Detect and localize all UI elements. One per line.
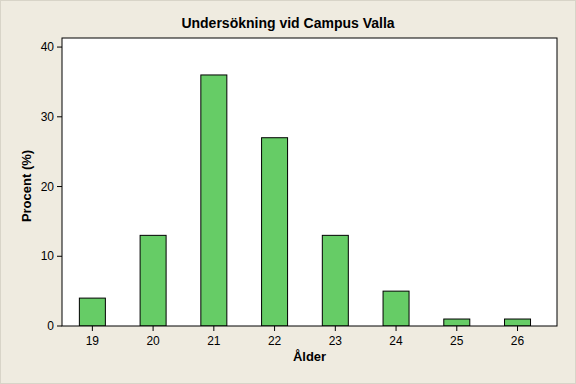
bar bbox=[140, 235, 166, 326]
plot-area bbox=[62, 38, 557, 326]
x-tick-label: 22 bbox=[268, 334, 282, 348]
x-tick bbox=[396, 326, 397, 331]
x-tick-label: 19 bbox=[86, 334, 100, 348]
x-axis-label: Ålder bbox=[293, 349, 326, 364]
x-tick bbox=[92, 326, 93, 331]
y-tick-label: 20 bbox=[41, 180, 55, 194]
plot-frame bbox=[62, 38, 557, 326]
x-tick-label: 21 bbox=[207, 334, 221, 348]
title: Undersökning vid Campus Valla bbox=[181, 15, 394, 31]
x-tick-label: 25 bbox=[450, 334, 464, 348]
bar bbox=[79, 298, 105, 326]
y-tick bbox=[57, 47, 62, 48]
y-tick-label: 0 bbox=[47, 319, 54, 333]
bar bbox=[383, 291, 409, 326]
chart-svg: 0 10 20 30 40 19 20 21 22 23 24 25 26 Undersökning vi… bbox=[0, 0, 576, 384]
x-tick bbox=[213, 326, 214, 331]
y-tick-label: 30 bbox=[41, 110, 55, 124]
x-tick bbox=[335, 326, 336, 331]
y-tick bbox=[57, 116, 62, 117]
chart-container: 0 10 20 30 40 19 20 21 22 23 24 25 26 Undersökning vi… bbox=[0, 0, 576, 384]
x-tick-label: 20 bbox=[146, 334, 160, 348]
bar bbox=[322, 235, 348, 326]
y-tick bbox=[57, 326, 62, 327]
bar bbox=[444, 319, 470, 326]
y-tick-label: 10 bbox=[41, 249, 55, 263]
y-tick-label: 40 bbox=[41, 40, 55, 54]
y-tick bbox=[57, 186, 62, 187]
x-tick bbox=[153, 326, 154, 331]
x-tick bbox=[517, 326, 518, 331]
x-tick-label: 26 bbox=[511, 334, 525, 348]
bar bbox=[201, 75, 227, 326]
y-tick bbox=[57, 256, 62, 257]
x-tick bbox=[274, 326, 275, 331]
x-tick-label: 24 bbox=[389, 334, 403, 348]
x-tick bbox=[456, 326, 457, 331]
bar bbox=[262, 138, 288, 326]
bar bbox=[505, 319, 531, 326]
bars bbox=[79, 75, 530, 326]
x-tick-label: 23 bbox=[329, 334, 343, 348]
background bbox=[1, 1, 576, 384]
y-axis-label: Procent (%) bbox=[19, 150, 34, 222]
